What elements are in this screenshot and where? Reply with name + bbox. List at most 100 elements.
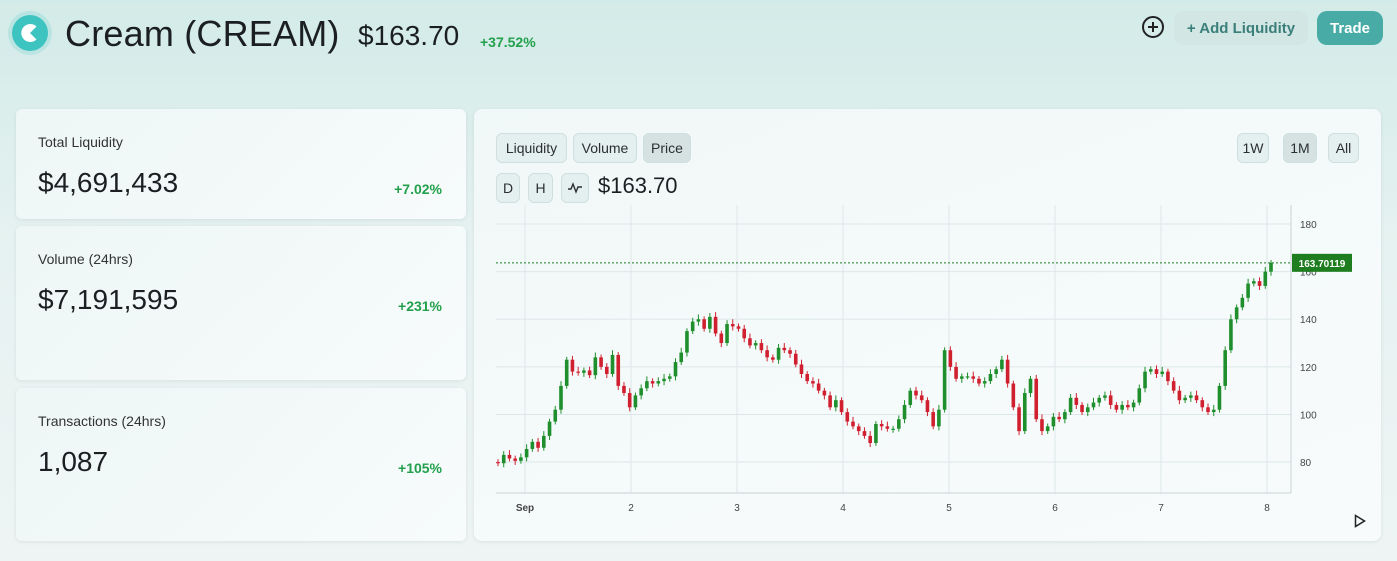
candle-body — [1103, 395, 1107, 398]
candle-body — [788, 350, 792, 354]
candle-body — [650, 381, 655, 384]
candle-body — [513, 458, 517, 461]
candle-body — [897, 419, 901, 429]
stat-value: $7,191,595 — [38, 284, 179, 315]
line-chart-icon[interactable] — [561, 173, 589, 203]
x-tick-label: Sep — [516, 503, 534, 514]
candle-body — [811, 381, 815, 384]
candle-body — [919, 395, 924, 401]
candle-body — [776, 347, 781, 360]
add-to-watchlist-icon[interactable] — [1142, 16, 1164, 38]
candle-body — [1206, 407, 1210, 413]
candle-body — [553, 409, 558, 422]
candle-body — [782, 347, 787, 351]
candle-body — [604, 366, 609, 374]
candle-body — [679, 352, 684, 363]
candle-body — [1183, 397, 1187, 401]
candle-body — [702, 319, 706, 329]
candle-body — [834, 400, 838, 408]
candle-body — [925, 400, 930, 413]
stat-card-total-liquidity: Total Liquidity $4,691,433 +7.02% — [16, 109, 466, 219]
candle-body — [1017, 407, 1021, 432]
candle-body — [1189, 395, 1193, 398]
candle-body — [1080, 404, 1084, 413]
candle-body — [1257, 281, 1262, 286]
candle-body — [742, 328, 747, 339]
range-1m[interactable]: 1M — [1283, 133, 1317, 163]
candle-body — [627, 393, 632, 408]
candle-body — [868, 435, 872, 444]
candle-body — [1137, 388, 1142, 403]
y-tick-label: 180 — [1300, 220, 1317, 231]
token-price-change: +37.52% — [480, 34, 536, 50]
interval-day-button[interactable]: D — [496, 173, 520, 203]
candle-body — [536, 441, 540, 448]
candle-body — [822, 390, 827, 396]
candle-body — [1246, 283, 1250, 298]
candle-body — [1022, 393, 1027, 432]
candle-body — [1034, 378, 1039, 420]
candle-body — [828, 395, 832, 408]
candle-body — [839, 400, 844, 413]
candle-body — [730, 324, 735, 327]
stat-label: Volume (24hrs) — [38, 251, 133, 267]
candle-body — [736, 326, 741, 329]
candle-body — [942, 350, 947, 410]
candle-body — [1177, 390, 1182, 401]
range-all[interactable]: All — [1328, 133, 1359, 163]
candle-body — [1229, 319, 1233, 351]
candle-body — [564, 359, 569, 386]
candle-body — [1091, 402, 1096, 408]
candle-body — [1005, 359, 1010, 384]
candle-body — [931, 412, 935, 427]
candle-body — [622, 385, 626, 394]
stat-value: $4,691,433 — [38, 167, 179, 198]
candle-body — [1143, 371, 1147, 389]
candle-body — [1234, 307, 1239, 320]
interval-hour-button[interactable]: H — [528, 173, 553, 203]
tab-liquidity[interactable]: Liquidity — [496, 133, 567, 163]
stat-change: +7.02% — [394, 181, 442, 197]
candle-body — [1085, 407, 1090, 413]
candle-body — [851, 421, 855, 427]
candle-body — [902, 404, 907, 420]
candle-body — [908, 390, 913, 405]
candle-body — [667, 376, 672, 379]
candle-body — [1074, 397, 1079, 405]
candle-body — [1263, 271, 1268, 286]
candle-body — [805, 373, 809, 382]
range-1w[interactable]: 1W — [1237, 133, 1269, 163]
candle-body — [1223, 350, 1227, 386]
candle-body — [570, 359, 575, 372]
candle-body — [1154, 369, 1159, 374]
candle-body — [1051, 416, 1056, 427]
candle-body — [713, 316, 718, 334]
scroll-to-realtime-icon[interactable] — [1354, 514, 1366, 533]
candle-body — [496, 462, 500, 464]
stat-card-transactions: Transactions (24hrs) 1,087 +105% — [16, 388, 466, 541]
x-tick-label: 6 — [1052, 503, 1058, 514]
price-candlestick-chart[interactable]: 80 100 120 140 160 180 Sep 2 3 4 5 6 7 8 163.70119 — [474, 109, 1381, 541]
candle-body — [576, 371, 580, 373]
candle-body — [662, 378, 666, 382]
add-liquidity-button[interactable]: + Add Liquidity — [1174, 11, 1308, 45]
candle-body — [1108, 395, 1113, 405]
candle-body — [708, 316, 712, 329]
candle-body — [816, 383, 821, 391]
trade-button[interactable]: Trade — [1317, 11, 1383, 45]
candle-body — [547, 421, 552, 436]
x-tick-label: 3 — [734, 503, 740, 514]
candle-body — [1217, 385, 1222, 410]
candle-body — [977, 378, 981, 384]
tab-price[interactable]: Price — [643, 133, 691, 163]
candle-body — [1068, 397, 1073, 413]
candle-body — [1097, 397, 1102, 403]
tab-volume[interactable]: Volume — [573, 133, 637, 163]
candle-body — [765, 350, 769, 358]
candle-body — [879, 423, 884, 427]
candle-body — [1252, 281, 1256, 284]
candle-body — [656, 381, 661, 384]
token-price: $163.70 — [358, 20, 460, 51]
stat-label: Transactions (24hrs) — [38, 413, 166, 429]
candle-body — [1057, 416, 1061, 420]
